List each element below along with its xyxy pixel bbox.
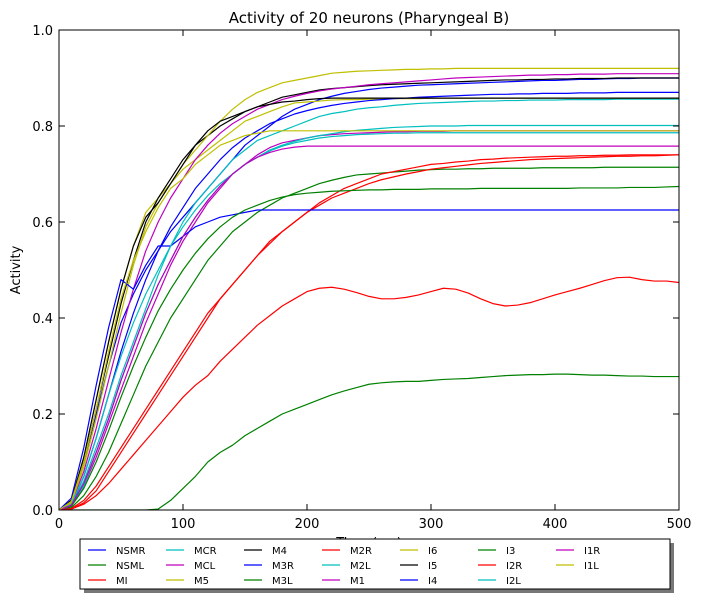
legend-label-mi: MI (116, 576, 128, 587)
series-layer (59, 67, 679, 510)
y-tick-label: 0.6 (32, 216, 53, 231)
series-line-mi (59, 154, 679, 510)
legend-label-nsmr: NSMR (116, 546, 145, 557)
series-line-i1r (59, 145, 679, 510)
series-line-nsml (59, 166, 679, 510)
legend: NSMR NSML MI MCR MCL M5 M4 M3R M3L M2R M2L M1 I6 I5 I4… (79, 538, 674, 593)
series-line-m2r (59, 154, 679, 510)
y-tick-label: 0.0 (32, 504, 53, 519)
legend-label-m5: M5 (194, 576, 209, 587)
legend-label-i2l: I2L (506, 576, 521, 587)
legend-label-m1: M1 (350, 576, 365, 587)
y-tick-label: 1.0 (32, 24, 53, 39)
legend-label-m4: M4 (272, 546, 287, 557)
ticks-layer: 0 100 200 300 400 500 0.0 0.2 0.4 0.6 0.8 1.0 (32, 24, 691, 532)
series-line-i5 (59, 97, 679, 510)
y-tick-label: 0.8 (32, 120, 53, 135)
series-line-m3l (59, 373, 679, 510)
legend-label-mcl: MCL (194, 561, 216, 572)
series-line-i4 (59, 209, 679, 510)
legend-label-i5: I5 (428, 561, 437, 572)
series-line-nsmr (59, 77, 679, 510)
y-tick-label: 0.2 (32, 408, 53, 423)
x-tick-label: 0 (55, 517, 63, 532)
legend-label-m3r: M3R (272, 561, 294, 572)
series-line-m3r (59, 91, 679, 510)
legend-label-i2r: I2R (506, 561, 522, 572)
y-axis-label: Activity (9, 245, 24, 294)
legend-label-i4: I4 (428, 576, 437, 587)
series-line-m1 (59, 73, 679, 510)
legend-label-mcr: MCR (194, 546, 217, 557)
legend-label-i6: I6 (428, 546, 437, 557)
legend-label-i1l: I1L (584, 561, 599, 572)
series-line-mcr (59, 98, 679, 510)
legend-label-i1r: I1R (584, 546, 600, 557)
plot-frame (58, 29, 680, 511)
series-line-i2l (59, 132, 679, 510)
x-tick-label: 100 (171, 517, 196, 532)
series-line-i3 (59, 185, 679, 510)
chart-title: Activity of 20 neurons (Pharyngeal B) (229, 9, 509, 27)
series-line-i2r (59, 276, 679, 510)
x-tick-label: 400 (543, 517, 568, 532)
y-tick-label: 0.4 (32, 312, 53, 327)
legend-label-m3l: M3L (272, 576, 293, 587)
series-line-m4 (59, 77, 679, 510)
legend-label-m2r: M2R (350, 546, 372, 557)
legend-label-m2l: M2L (350, 561, 371, 572)
series-line-i1l (59, 130, 679, 510)
x-tick-label: 300 (419, 517, 444, 532)
x-tick-label: 200 (295, 517, 320, 532)
legend-label-i3: I3 (506, 546, 515, 557)
x-tick-label: 500 (667, 517, 692, 532)
legend-label-nsml: NSML (116, 561, 144, 572)
legend-box (79, 538, 671, 590)
series-line-m5 (59, 97, 679, 510)
